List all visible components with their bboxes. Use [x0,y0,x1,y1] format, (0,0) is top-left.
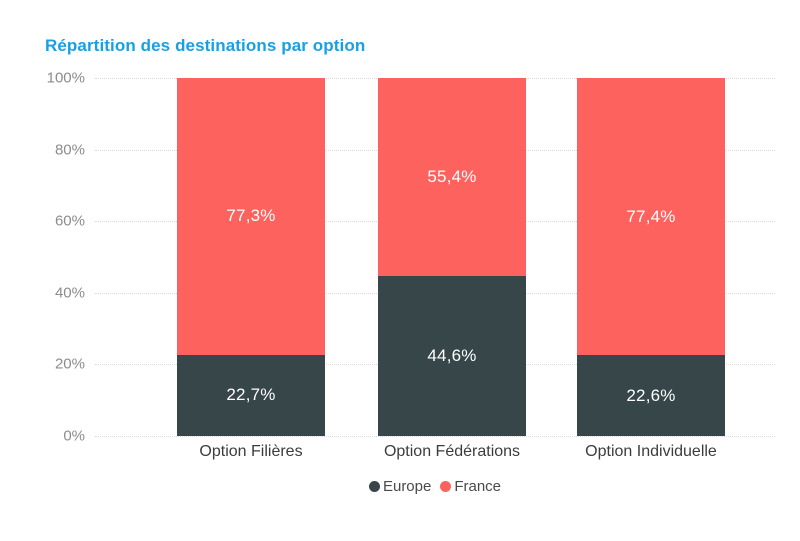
stacked-bar[interactable]: 55,4% 44,6% [378,78,526,436]
category-label: Option Filières [199,443,303,460]
bar-segment-europe[interactable]: 22,7% [177,354,325,436]
legend-swatch-france-icon [440,481,452,492]
gridline-0 [95,436,775,437]
bar-group-option-individuelle: 77,4% 22,6% Option Individuelle [577,78,725,460]
bar-value-label: 22,7% [226,385,276,405]
stacked-bar[interactable]: 77,4% 22,6% [577,78,725,436]
y-axis-tick: 60% [54,212,85,230]
bar-value-label: 44,6% [427,346,477,366]
legend: Europe France [95,478,775,495]
chart-title: Répartition des destinations par option [45,36,366,55]
category-label: Option Individuelle [585,443,717,460]
bar-segment-europe[interactable]: 22,6% [577,355,725,436]
bar-value-label: 22,6% [626,385,676,405]
y-axis-tick: 80% [54,141,85,159]
y-axis-tick: 0% [63,427,85,445]
stacked-bar[interactable]: 77,3% 22,7% [177,78,325,436]
bar-value-label: 77,4% [626,206,676,226]
category-label: Option Fédérations [383,443,521,460]
bar-segment-france[interactable]: 55,4% [378,78,526,277]
y-axis-tick: 100% [46,69,85,87]
plot-area: 100% 80% 60% 40% 20% 0% 77,3% 22,7% Opti… [47,70,775,460]
bar-group-option-federations: 55,4% 44,6% Option Fédérations [378,78,526,460]
bar-value-label: 55,4% [427,167,477,187]
legend-label: Europe [382,478,432,495]
y-axis-tick: 40% [54,284,85,302]
y-axis-tick: 20% [54,355,85,373]
legend-swatch-europe-icon [368,481,380,492]
bar-group-option-filieres: 77,3% 22,7% Option Filières [177,78,325,460]
legend-label: France [454,478,502,495]
legend-item-europe[interactable]: Europe [368,478,432,495]
bar-segment-france[interactable]: 77,4% [577,78,725,356]
bar-segment-france[interactable]: 77,3% [177,78,325,355]
bar-segment-europe[interactable]: 44,6% [378,276,526,436]
legend-item-france[interactable]: France [440,478,501,495]
bar-value-label: 77,3% [226,206,276,226]
